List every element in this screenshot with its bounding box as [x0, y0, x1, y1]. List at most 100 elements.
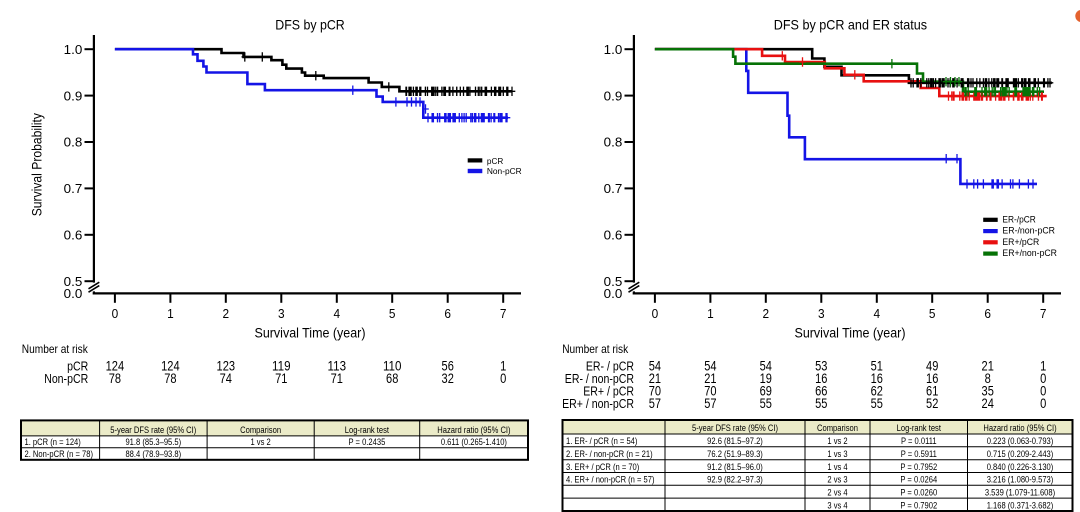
svg-text:2. Non-pCR (n = 78): 2. Non-pCR (n = 78): [25, 449, 94, 460]
svg-text:21: 21: [649, 371, 661, 386]
svg-text:4: 4: [334, 306, 341, 321]
svg-text:113: 113: [328, 359, 347, 374]
svg-text:32: 32: [442, 371, 454, 386]
svg-text:0: 0: [1040, 396, 1046, 411]
svg-text:2: 2: [223, 306, 230, 321]
svg-text:pCR: pCR: [487, 156, 503, 166]
svg-text:0.6: 0.6: [604, 228, 623, 243]
svg-text:6: 6: [444, 306, 451, 321]
svg-text:0: 0: [652, 306, 659, 321]
svg-text:2: 2: [763, 306, 770, 321]
svg-text:Survival Time (year): Survival Time (year): [255, 324, 366, 340]
svg-text:4: 4: [874, 306, 881, 321]
svg-text:ER+ / pCR: ER+ / pCR: [583, 384, 634, 399]
svg-text:35: 35: [982, 384, 994, 399]
svg-text:3. ER+ / pCR (n = 70): 3. ER+ / pCR (n = 70): [566, 462, 639, 473]
svg-text:DFS by pCR and ER status: DFS by pCR and ER status: [774, 17, 927, 33]
svg-text:54: 54: [760, 359, 773, 374]
svg-text:54: 54: [704, 359, 717, 374]
svg-text:74: 74: [220, 371, 233, 386]
svg-text:71: 71: [331, 371, 343, 386]
svg-text:110: 110: [383, 359, 402, 374]
svg-text:70: 70: [649, 384, 661, 399]
svg-text:pCR: pCR: [67, 359, 88, 374]
svg-text:76.2 (51.9–89.3): 76.2 (51.9–89.3): [707, 449, 763, 460]
svg-text:ER+/pCR: ER+/pCR: [1002, 237, 1039, 247]
svg-text:62: 62: [871, 384, 883, 399]
svg-text:56: 56: [442, 359, 454, 374]
svg-text:Non-pCR: Non-pCR: [44, 371, 88, 386]
svg-text:1 vs 2: 1 vs 2: [251, 437, 271, 448]
svg-text:66: 66: [815, 384, 827, 399]
svg-text:54: 54: [649, 359, 662, 374]
svg-text:2. ER- / non-pCR (n = 21): 2. ER- / non-pCR (n = 21): [566, 449, 653, 460]
svg-text:16: 16: [926, 371, 938, 386]
svg-text:0: 0: [1040, 371, 1046, 386]
svg-text:1.168 (0.371-3.682): 1.168 (0.371-3.682): [987, 500, 1054, 511]
svg-text:ER+/non-pCR: ER+/non-pCR: [1002, 248, 1057, 258]
svg-text:0.9: 0.9: [64, 88, 83, 103]
svg-text:24: 24: [982, 396, 995, 411]
svg-text:78: 78: [164, 371, 176, 386]
svg-text:Hazard ratio (95% CI): Hazard ratio (95% CI): [983, 423, 1056, 434]
svg-text:ER-/non-pCR: ER-/non-pCR: [1002, 226, 1055, 236]
svg-text:1: 1: [167, 306, 174, 321]
svg-text:P = 0.5911: P = 0.5911: [901, 449, 937, 460]
svg-text:Number at risk: Number at risk: [22, 342, 89, 356]
svg-text:0.840 (0.226-3.130): 0.840 (0.226-3.130): [987, 462, 1054, 473]
svg-text:1: 1: [707, 306, 714, 321]
svg-text:P = 0.0264: P = 0.0264: [900, 475, 937, 486]
svg-text:ER-/pCR: ER-/pCR: [1002, 214, 1036, 224]
svg-text:5-year DFS rate (95% CI): 5-year DFS rate (95% CI): [692, 423, 778, 434]
svg-text:0.715 (0.209-2.443): 0.715 (0.209-2.443): [987, 449, 1054, 460]
svg-text:Comparison: Comparison: [240, 425, 281, 436]
svg-text:Comparison: Comparison: [817, 423, 858, 434]
svg-text:P = 0.7902: P = 0.7902: [900, 500, 937, 511]
svg-text:91.2 (81.5–96.0): 91.2 (81.5–96.0): [707, 462, 763, 473]
svg-text:119: 119: [272, 359, 291, 374]
svg-text:4. ER+ / non-pCR (n = 57): 4. ER+ / non-pCR (n = 57): [566, 475, 655, 486]
svg-text:DFS by pCR: DFS by pCR: [275, 17, 345, 33]
svg-text:55: 55: [871, 396, 883, 411]
svg-text:2 vs 3: 2 vs 3: [827, 475, 847, 486]
svg-text:57: 57: [649, 396, 661, 411]
svg-text:P = 0.0260: P = 0.0260: [900, 488, 937, 499]
svg-text:Number at risk: Number at risk: [562, 342, 629, 356]
svg-text:8: 8: [985, 371, 991, 386]
svg-text:78: 78: [109, 371, 121, 386]
svg-text:ER- / non-pCR: ER- / non-pCR: [565, 371, 634, 386]
svg-text:3.216 (1.080-9.573): 3.216 (1.080-9.573): [987, 475, 1054, 486]
svg-text:21: 21: [704, 371, 716, 386]
svg-text:P = 0.2435: P = 0.2435: [349, 437, 386, 448]
svg-text:3: 3: [278, 306, 285, 321]
svg-text:Survival Probability: Survival Probability: [30, 113, 45, 216]
svg-text:123: 123: [217, 359, 236, 374]
svg-text:88.4 (78.9–93.8): 88.4 (78.9–93.8): [125, 449, 181, 460]
svg-text:Survival Time (year): Survival Time (year): [795, 324, 906, 340]
svg-text:21: 21: [982, 359, 994, 374]
svg-text:0: 0: [1040, 384, 1046, 399]
svg-text:5: 5: [929, 306, 936, 321]
svg-text:0.8: 0.8: [604, 135, 623, 150]
svg-text:51: 51: [871, 359, 883, 374]
svg-text:3.539 (1.079-11.608): 3.539 (1.079-11.608): [985, 488, 1055, 499]
svg-text:Hazard ratio (95% CI): Hazard ratio (95% CI): [437, 425, 510, 436]
svg-text:0.223 (0.063-0.793): 0.223 (0.063-0.793): [987, 436, 1054, 447]
svg-text:ER+ / non-pCR: ER+ / non-pCR: [562, 396, 634, 411]
svg-text:3: 3: [818, 306, 825, 321]
svg-text:0.611 (0.265-1.410): 0.611 (0.265-1.410): [441, 437, 507, 448]
svg-text:1. ER- / pCR (n = 54): 1. ER- / pCR (n = 54): [566, 436, 637, 447]
svg-text:0.5: 0.5: [64, 274, 83, 289]
svg-text:1 vs 4: 1 vs 4: [827, 462, 848, 473]
svg-text:5: 5: [389, 306, 396, 321]
svg-text:6: 6: [984, 306, 991, 321]
svg-text:92.6 (81.5–97.2): 92.6 (81.5–97.2): [707, 436, 763, 447]
svg-text:1 vs 3: 1 vs 3: [827, 449, 847, 460]
svg-text:0.7: 0.7: [64, 181, 83, 196]
svg-text:70: 70: [704, 384, 716, 399]
svg-text:P = 0.7952: P = 0.7952: [900, 462, 937, 473]
svg-text:55: 55: [760, 396, 772, 411]
svg-text:7: 7: [500, 306, 507, 321]
svg-text:0.0: 0.0: [64, 286, 83, 301]
svg-text:71: 71: [275, 371, 287, 386]
